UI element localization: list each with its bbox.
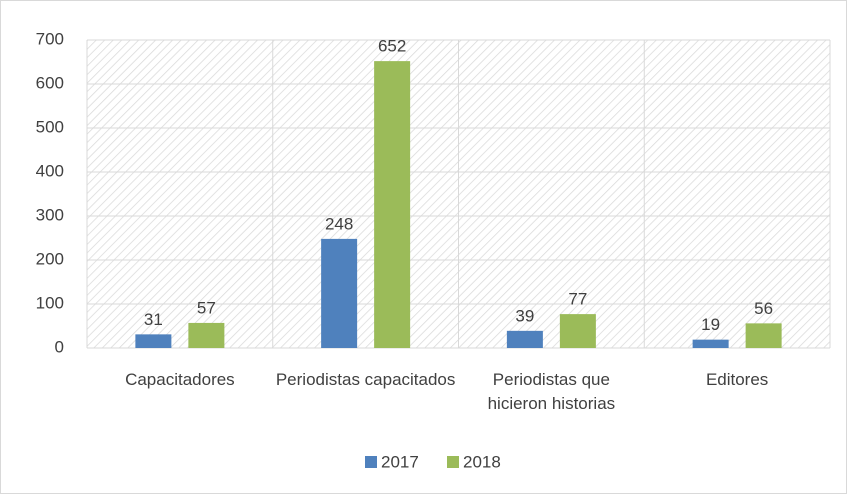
data-label: 77 bbox=[568, 290, 587, 309]
bar bbox=[188, 322, 225, 348]
y-tick-label: 100 bbox=[36, 293, 64, 312]
data-label: 31 bbox=[144, 310, 163, 329]
y-tick-label: 0 bbox=[55, 337, 64, 356]
legend-label: 2017 bbox=[381, 452, 419, 471]
data-label: 57 bbox=[197, 298, 216, 317]
data-label: 652 bbox=[378, 37, 406, 56]
x-tick-label: Editores bbox=[705, 370, 769, 389]
data-label: 39 bbox=[515, 306, 534, 325]
bar bbox=[559, 314, 596, 348]
y-tick-label: 500 bbox=[36, 117, 64, 136]
y-tick-label: 400 bbox=[36, 161, 64, 180]
data-label: 19 bbox=[701, 315, 720, 334]
bar bbox=[135, 334, 172, 348]
legend-swatch bbox=[365, 456, 377, 468]
bar bbox=[506, 330, 543, 348]
x-tick-label: Periodistas capacitados bbox=[275, 370, 456, 389]
x-tick-label: Capacitadores bbox=[125, 370, 235, 389]
y-tick-label: 300 bbox=[36, 205, 64, 224]
bar bbox=[692, 339, 729, 348]
bar bbox=[745, 323, 782, 348]
bar bbox=[321, 238, 358, 348]
y-tick-label: 200 bbox=[36, 249, 64, 268]
y-tick-label: 700 bbox=[36, 29, 64, 48]
legend-label: 2018 bbox=[463, 452, 501, 471]
data-label: 56 bbox=[754, 299, 773, 318]
x-tick-label: Periodistas que hicieron historias bbox=[487, 370, 616, 413]
bar bbox=[374, 61, 411, 349]
legend-swatch bbox=[447, 456, 459, 468]
data-label: 248 bbox=[325, 214, 353, 233]
y-tick-label: 600 bbox=[36, 73, 64, 92]
